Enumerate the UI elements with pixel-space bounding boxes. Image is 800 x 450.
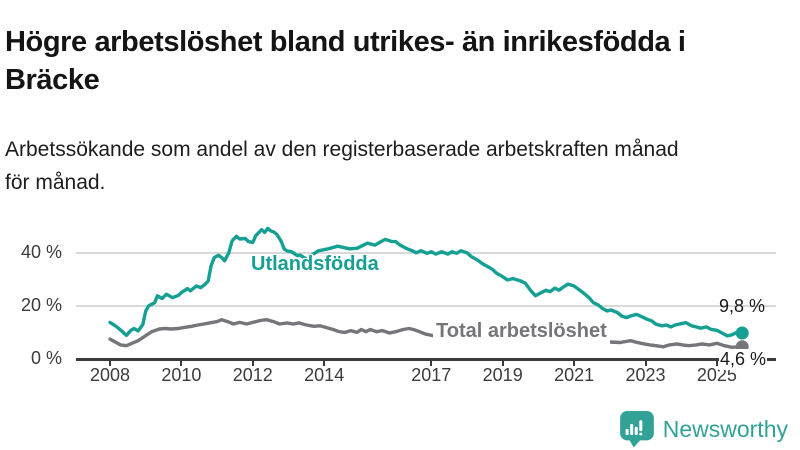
x-tick-mark [715,359,718,366]
x-tick-label: 2021 [554,365,595,385]
x-tick-mark [180,359,183,366]
page-title: Högre arbetslöshet bland utrikes- än inr… [5,23,797,99]
series-line [108,226,744,338]
newsworthy-logo-icon [619,411,654,450]
x-tick-label: 2012 [232,365,273,385]
series-line [108,318,744,349]
x-tick-mark [644,359,647,366]
x-tick-mark [430,359,433,366]
x-tick-label: 2023 [625,365,666,385]
newsworthy-wordmark: Newsworthy [662,416,788,442]
y-tick-label: 20 % [20,294,62,315]
x-tick-label: 2019 [482,365,523,385]
chart-subtitle-line-1: Arbetssökande som andel av den registerb… [5,138,679,161]
chart-subtitle: Arbetssökande som andel av den registerb… [5,133,795,199]
x-axis-line [76,358,776,361]
chart-subtitle-line-2: för månad. [5,171,106,194]
page-title-line-1: Högre arbetslöshet bland utrikes- än inr… [5,26,686,59]
gridline [76,305,776,307]
x-tick-label: 2014 [304,365,345,385]
gridline [76,252,776,254]
x-tick-label: 2008 [89,365,131,385]
series-end-dot [735,326,749,340]
x-tick-mark [323,359,326,366]
end-value-label-total: 4,6 % [719,349,767,370]
x-tick-mark [251,359,254,366]
y-tick-label: 40 % [20,241,62,262]
x-tick-mark [501,359,504,366]
x-tick-mark [573,359,576,366]
x-tick-label: 2025 [696,365,737,385]
newsworthy-logo[interactable]: Newsworthy [619,411,788,450]
page-title-line-2: Bräcke [5,64,100,97]
series-label-utlandsfodda: Utlandsfödda [251,253,379,275]
x-tick-label: 2017 [411,365,452,385]
y-tick-label: 0 % [30,348,62,368]
x-tick-mark [109,359,111,366]
series-label-total-arbetsloshet: Total arbetslöshet [433,319,610,344]
end-value-label-utlandsfodda: 9,8 % [719,296,766,316]
x-tick-label: 2010 [161,365,202,385]
